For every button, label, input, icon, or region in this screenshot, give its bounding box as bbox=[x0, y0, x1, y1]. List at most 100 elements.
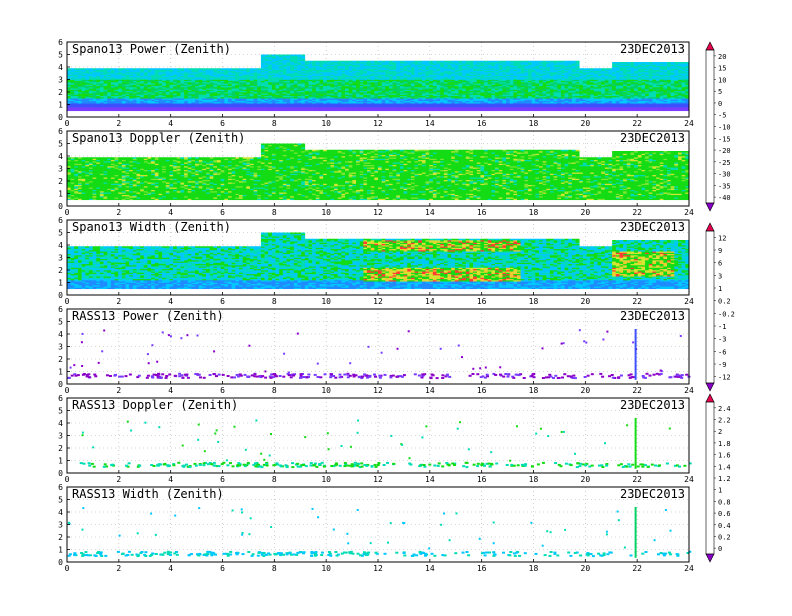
heatmap-cell bbox=[272, 55, 276, 57]
heatmap-cell bbox=[371, 61, 375, 63]
heatmap-cell bbox=[484, 61, 488, 63]
heatmap-cell bbox=[345, 61, 349, 63]
heatmap-cell bbox=[155, 68, 159, 70]
heatmap-cell bbox=[433, 61, 437, 63]
data-layer bbox=[67, 55, 689, 112]
heatmap-cell bbox=[243, 68, 247, 70]
heatmap-cell bbox=[330, 61, 334, 63]
heatmap-cell bbox=[115, 68, 119, 70]
heatmap-cell bbox=[250, 68, 254, 70]
heatmap-cell bbox=[363, 61, 367, 63]
heatmap-cell bbox=[444, 61, 448, 63]
heatmap-cell bbox=[224, 68, 228, 70]
heatmap-cell bbox=[71, 68, 75, 70]
heatmap-cell bbox=[254, 68, 258, 70]
heatmap-cell bbox=[367, 61, 371, 63]
heatmap-cell bbox=[521, 61, 525, 63]
heatmap-cell bbox=[177, 68, 181, 70]
heatmap-cell bbox=[422, 61, 426, 63]
heatmap-cell bbox=[374, 61, 378, 63]
heatmap-cell bbox=[276, 55, 280, 57]
heatmap-cell bbox=[246, 68, 250, 70]
heatmap-cell bbox=[287, 55, 291, 57]
heatmap-cell bbox=[532, 61, 536, 63]
heatmap-cell bbox=[385, 61, 389, 63]
heatmap-cell bbox=[506, 61, 510, 63]
heatmap-cell bbox=[458, 61, 462, 63]
heatmap-cell bbox=[502, 61, 506, 63]
heatmap-cell bbox=[67, 68, 71, 70]
heatmap-cell bbox=[338, 61, 342, 63]
heatmap-cell bbox=[473, 61, 477, 63]
heatmap-cell bbox=[491, 61, 495, 63]
heatmap-cell bbox=[480, 61, 484, 63]
heatmap-cell bbox=[528, 61, 532, 63]
heatmap-cell bbox=[466, 61, 470, 63]
heatmap-cell bbox=[524, 61, 528, 63]
heatmap-cell bbox=[228, 68, 232, 70]
heatmap-cell bbox=[169, 68, 173, 70]
heatmap-cell bbox=[158, 68, 162, 70]
heatmap-cell bbox=[104, 68, 108, 70]
heatmap-cell bbox=[462, 61, 466, 63]
heatmap-cell bbox=[195, 68, 199, 70]
heatmap-cell bbox=[133, 68, 137, 70]
heatmap-cell bbox=[239, 68, 243, 70]
heatmap-cell bbox=[151, 68, 155, 70]
heatmap-cell bbox=[89, 68, 93, 70]
heatmap-cell bbox=[180, 68, 184, 70]
heatmap-cell bbox=[404, 61, 408, 63]
heatmap-cell bbox=[232, 68, 236, 70]
heatmap-cell bbox=[126, 68, 130, 70]
heatmap-cell bbox=[93, 68, 97, 70]
heatmap-cell bbox=[323, 61, 327, 63]
heatmap-cell bbox=[396, 61, 400, 63]
heatmap-cell bbox=[319, 61, 323, 63]
heatmap-cell bbox=[184, 68, 188, 70]
heatmap-cell bbox=[147, 68, 151, 70]
heatmap-cell bbox=[393, 61, 397, 63]
heatmap-cell bbox=[118, 68, 122, 70]
heatmap-cell bbox=[469, 61, 473, 63]
heatmap-cell bbox=[78, 68, 82, 70]
heatmap-cell bbox=[188, 68, 192, 70]
heatmap-cell bbox=[510, 61, 514, 63]
heatmap-cell bbox=[389, 61, 393, 63]
heatmap-cell bbox=[334, 61, 338, 63]
heatmap-cell bbox=[290, 55, 294, 57]
heatmap-cell bbox=[499, 61, 503, 63]
heatmap-cell bbox=[279, 55, 283, 57]
heatmap-cell bbox=[305, 61, 309, 63]
heatmap-cell bbox=[429, 61, 433, 63]
heatmap-cell bbox=[517, 61, 521, 63]
heatmap-cell bbox=[261, 55, 265, 57]
heatmap-cell bbox=[100, 68, 104, 70]
heatmap-cell bbox=[426, 61, 430, 63]
heatmap-cell bbox=[352, 61, 356, 63]
heatmap-cell bbox=[265, 55, 269, 57]
heatmap-cell bbox=[312, 61, 316, 63]
heatmap-cell bbox=[488, 61, 492, 63]
heatmap-cell bbox=[199, 68, 203, 70]
heatmap-cell bbox=[477, 61, 481, 63]
heatmap-cell bbox=[85, 68, 89, 70]
heatmap-cell bbox=[283, 55, 287, 57]
heatmap-cell bbox=[539, 61, 543, 63]
heatmap-cell bbox=[495, 61, 499, 63]
heatmap-cell bbox=[144, 68, 148, 70]
heatmap-cell bbox=[166, 68, 170, 70]
heatmap-cell bbox=[448, 61, 452, 63]
heatmap-cell bbox=[107, 68, 111, 70]
heatmap-cell bbox=[418, 61, 422, 63]
heatmap-cell bbox=[213, 68, 217, 70]
heatmap-cell bbox=[349, 61, 353, 63]
heatmap-cell bbox=[96, 68, 100, 70]
heatmap-cell bbox=[122, 68, 126, 70]
heatmap-cell bbox=[513, 61, 517, 63]
heatmap-cell bbox=[411, 61, 415, 63]
heatmap-cell bbox=[137, 68, 141, 70]
